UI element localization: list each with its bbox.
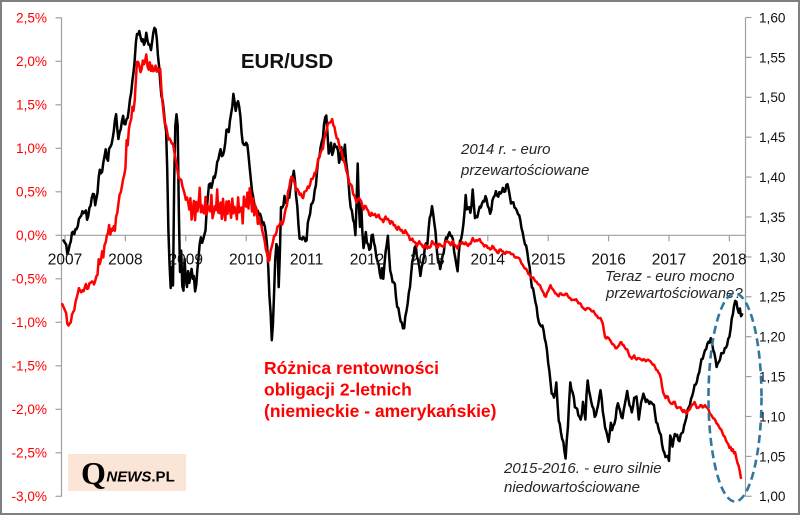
svg-text:2012: 2012	[350, 252, 384, 269]
svg-text:-1,5%: -1,5%	[11, 359, 47, 374]
svg-text:2017: 2017	[652, 252, 686, 269]
svg-text:(niemieckie - amerykańskie): (niemieckie - amerykańskie)	[264, 401, 497, 421]
svg-text:1,50: 1,50	[759, 90, 786, 105]
svg-text:-3,0%: -3,0%	[11, 489, 47, 504]
svg-text:przewartościowane?: przewartościowane?	[605, 285, 743, 302]
svg-text:2014: 2014	[471, 252, 506, 269]
svg-text:2016: 2016	[591, 252, 625, 269]
svg-text:2007: 2007	[48, 252, 82, 269]
svg-text:0,0%: 0,0%	[16, 228, 47, 243]
svg-text:1,30: 1,30	[759, 250, 786, 265]
svg-text:-2,5%: -2,5%	[11, 446, 47, 461]
svg-text:1,05: 1,05	[759, 449, 785, 464]
svg-text:1,20: 1,20	[759, 330, 786, 345]
svg-text:1,55: 1,55	[759, 50, 785, 65]
svg-text:1,60: 1,60	[759, 10, 786, 25]
svg-text:2,0%: 2,0%	[16, 54, 47, 69]
svg-text:1,5%: 1,5%	[16, 98, 47, 113]
svg-text:2015-2016. - euro silnie: 2015-2016. - euro silnie	[503, 460, 662, 477]
svg-text:2009: 2009	[169, 252, 203, 269]
svg-text:1,45: 1,45	[759, 130, 785, 145]
svg-text:2008: 2008	[108, 252, 142, 269]
svg-text:1,25: 1,25	[759, 290, 785, 305]
svg-text:Różnica rentowności: Różnica rentowności	[264, 358, 439, 378]
svg-text:2,5%: 2,5%	[16, 11, 47, 26]
svg-text:1,40: 1,40	[759, 170, 786, 185]
svg-text:Teraz - euro mocno: Teraz - euro mocno	[605, 268, 735, 285]
svg-text:przewartościowane: przewartościowane	[460, 162, 589, 179]
svg-text:-2,0%: -2,0%	[11, 402, 47, 417]
svg-text:1,35: 1,35	[759, 210, 785, 225]
svg-text:obligacji 2-letnich: obligacji 2-letnich	[264, 380, 412, 400]
svg-text:2013: 2013	[410, 252, 444, 269]
svg-text:-1,0%: -1,0%	[11, 315, 47, 330]
svg-text:0,5%: 0,5%	[16, 185, 47, 200]
svg-text:niedowartościowane: niedowartościowane	[504, 479, 640, 496]
svg-text:1,0%: 1,0%	[16, 141, 47, 156]
svg-text:1,10: 1,10	[759, 409, 786, 424]
svg-text:-0,5%: -0,5%	[11, 272, 47, 287]
svg-text:2011: 2011	[290, 252, 323, 269]
svg-text:2018: 2018	[712, 252, 746, 269]
svg-text:2015: 2015	[531, 252, 565, 269]
svg-text:EUR/USD: EUR/USD	[241, 50, 333, 73]
svg-text:1,00: 1,00	[759, 489, 786, 504]
svg-text:2014 r. - euro: 2014 r. - euro	[460, 141, 551, 158]
svg-text:2010: 2010	[229, 252, 264, 269]
svg-text:1,15: 1,15	[759, 370, 785, 385]
